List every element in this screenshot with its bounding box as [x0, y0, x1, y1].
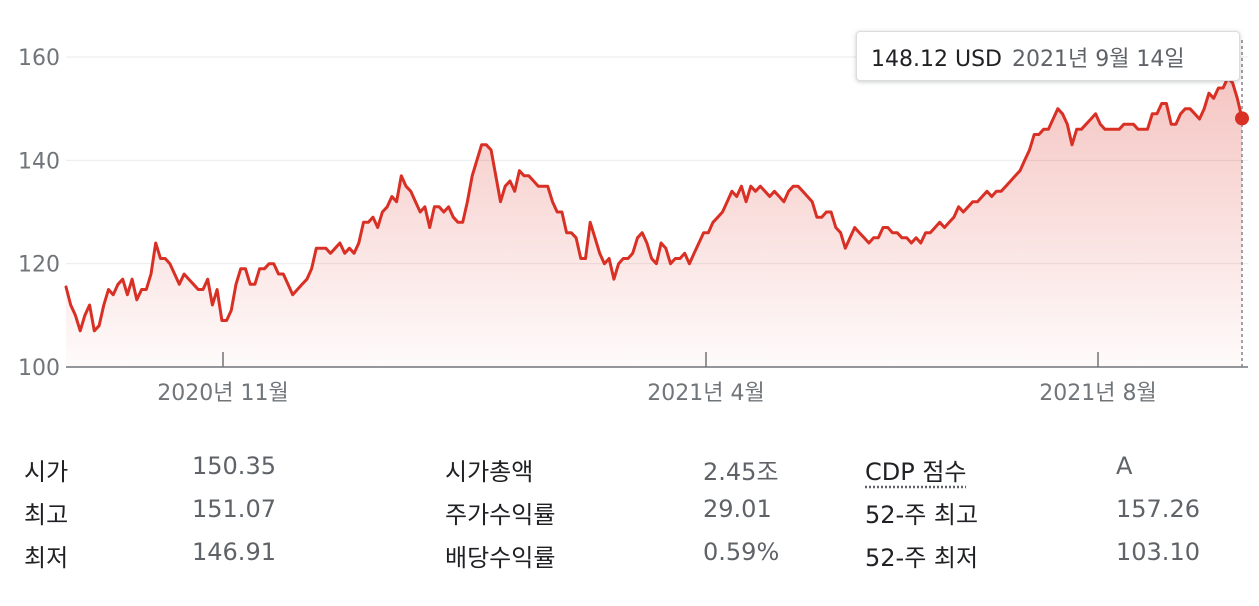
stat-label-cdp-score[interactable]: CDP 점수 — [865, 458, 967, 486]
stat-value-low: 146.91 — [192, 538, 276, 566]
stat-label-dividend-yield: 배당수익률 — [445, 544, 556, 572]
stat-label-low: 최저 — [24, 544, 69, 572]
stat-value-52wk-low: 103.10 — [1116, 538, 1200, 566]
tooltip-price: 148.12 USD — [871, 47, 1002, 72]
y-tick-label: 140 — [18, 149, 60, 174]
x-tick-label: 2020년 11월 — [157, 381, 288, 406]
stat-label-market-cap: 시가총액 — [445, 458, 534, 486]
y-tick-label: 120 — [18, 253, 60, 278]
price-area-fill — [66, 77, 1242, 367]
stat-label-open: 시가 — [24, 458, 69, 486]
tooltip-date: 2021년 9월 14일 — [1011, 47, 1185, 72]
y-tick-label: 160 — [18, 46, 60, 71]
stat-value-open: 150.35 — [192, 452, 276, 480]
stat-value-cdp-score: A — [1116, 452, 1133, 480]
stat-label-high: 최고 — [24, 501, 69, 529]
stat-value-dividend-yield: 0.59% — [703, 538, 780, 566]
x-axis-labels: 2020년 11월 2021년 4월 2021년 8월 — [157, 352, 1157, 406]
stat-label-52wk-low: 52-주 최저 — [865, 544, 979, 572]
stock-stats-table: 시가 150.35 최고 151.07 최저 146.91 시가총액 2.45조… — [0, 442, 1259, 592]
y-tick-label: 100 — [18, 356, 60, 381]
stock-price-chart[interactable]: 100 120 140 160 2020년 11월 2021년 4월 2021년 8월 — [0, 0, 1259, 420]
price-tooltip: 148.12 USD 2021년 9월 14일 — [856, 31, 1240, 81]
stat-label-pe-ratio: 주가수익률 — [445, 501, 556, 529]
y-axis-labels: 100 120 140 160 — [18, 46, 60, 381]
stat-value-pe-ratio: 29.01 — [703, 495, 772, 523]
x-tick-label: 2021년 4월 — [647, 381, 764, 406]
stat-label-52wk-high: 52-주 최고 — [865, 501, 979, 529]
stat-value-market-cap: 2.45조 — [703, 458, 779, 486]
price-line — [64, 76, 1244, 333]
stat-value-high: 151.07 — [192, 495, 276, 523]
x-tick-label: 2021년 8월 — [1039, 381, 1156, 406]
stat-value-52wk-high: 157.26 — [1116, 495, 1200, 523]
hover-point-dot — [1235, 111, 1249, 126]
